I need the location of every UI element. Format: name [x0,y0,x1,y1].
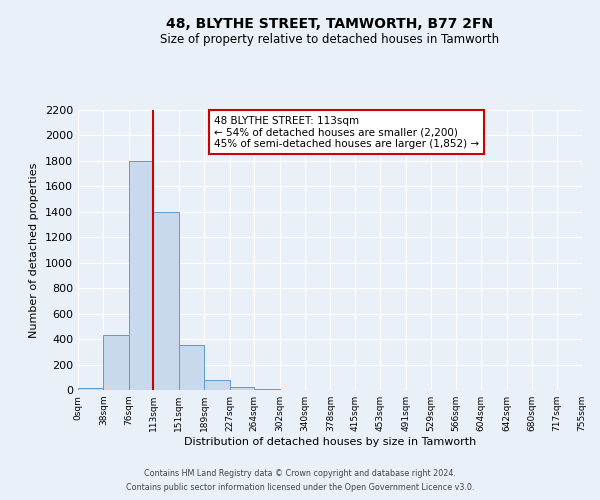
X-axis label: Distribution of detached houses by size in Tamworth: Distribution of detached houses by size … [184,437,476,447]
Y-axis label: Number of detached properties: Number of detached properties [29,162,40,338]
Bar [78,388,103,390]
Bar [230,387,254,390]
Text: 48 BLYTHE STREET: 113sqm
← 54% of detached houses are smaller (2,200)
45% of sem: 48 BLYTHE STREET: 113sqm ← 54% of detach… [214,116,479,149]
Text: Contains public sector information licensed under the Open Government Licence v3: Contains public sector information licen… [126,484,474,492]
Bar [129,161,154,390]
Text: Size of property relative to detached houses in Tamworth: Size of property relative to detached ho… [160,32,500,46]
Bar [103,336,129,390]
Bar [254,388,280,390]
Bar [179,346,204,390]
Text: 48, BLYTHE STREET, TAMWORTH, B77 2FN: 48, BLYTHE STREET, TAMWORTH, B77 2FN [166,18,494,32]
Text: Contains HM Land Registry data © Crown copyright and database right 2024.: Contains HM Land Registry data © Crown c… [144,468,456,477]
Bar [154,212,179,390]
Bar [204,380,230,390]
